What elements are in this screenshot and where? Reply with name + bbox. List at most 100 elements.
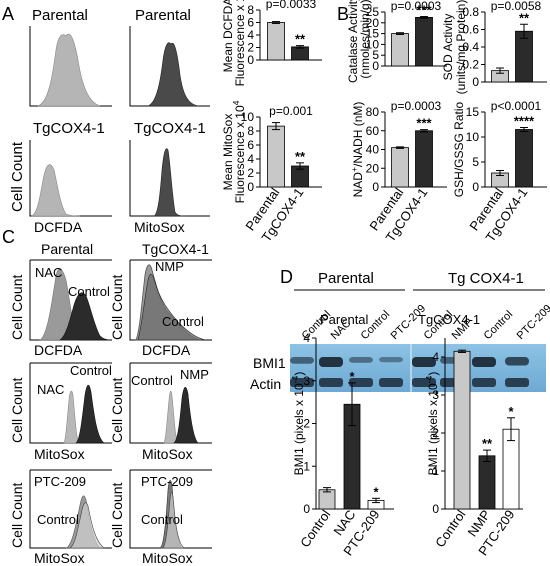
panel-a-histograms: Parental Parental TgCOX4-1 TgCOX4-1 Cell…: [9, 7, 210, 235]
significance-stars: *: [373, 484, 379, 499]
y-tick-label: 10: [241, 110, 255, 124]
y-tick-label: 3: [432, 388, 439, 402]
c-hist-control-dcfda: [59, 292, 111, 341]
p-value: p<0.0001: [491, 99, 542, 113]
y-tick-label: 0: [372, 180, 379, 194]
panel-letter-d: D: [280, 267, 293, 287]
c-xlabel-r2r: MitoSox: [142, 446, 193, 462]
c-ylabel-r1l: Cell Count: [9, 275, 25, 340]
significance-stars: *: [508, 404, 514, 419]
y-tick-label: 0: [247, 180, 254, 194]
c-hist-nmp-mitosox: [173, 387, 199, 444]
c-hist-control-mitosox-r3: [69, 502, 105, 549]
significance-stars: ***: [416, 116, 432, 131]
y-tick-label: 40: [366, 143, 380, 157]
actin-band: [379, 378, 403, 387]
blot-group-parental: Parental: [318, 270, 374, 287]
y-axis-label: Mean MitoSox: [221, 114, 235, 191]
y-axis-label: BMI1 (pixels x 10-4): [424, 372, 440, 476]
significance-stars: ***: [416, 3, 432, 18]
y-tick-label: 6: [247, 16, 254, 30]
blot-lane-label: Control: [482, 309, 516, 343]
c-hist-control-mitosox-tg-r3: [162, 491, 185, 549]
significance-stars: **: [295, 32, 306, 47]
c-hist-control-dcfda-tg: [137, 273, 207, 341]
c-xlabel-r2l: MitoSox: [34, 446, 85, 462]
blot-bands: [290, 357, 529, 387]
hist-tg-dcfda: [31, 164, 81, 217]
y-tick-label: 4: [303, 331, 310, 345]
hist-tg-mitosox: [153, 148, 187, 217]
bar: [478, 455, 496, 510]
actin-band: [319, 378, 343, 387]
y-tick-label: 0: [372, 59, 379, 73]
c-label-nmp-r1: NMP: [155, 259, 184, 274]
significance-stars: **: [295, 149, 306, 164]
bar: [291, 46, 309, 61]
y-tick-label: 1: [303, 459, 310, 473]
actin-band: [349, 378, 373, 387]
blot-row-actin: Actin: [250, 376, 281, 392]
c-xlabel-r1l: DCFDA: [34, 342, 83, 358]
panel-letter-a: A: [2, 4, 14, 24]
y-axis-label: NAD+/NADH (nM): [349, 102, 365, 198]
y-axis-label: GSH/GSSG Ratio: [452, 102, 466, 198]
y-tick-label: 15: [466, 105, 480, 119]
y-tick-label: 2: [247, 41, 254, 55]
c-hist-nac-mitosox: [63, 390, 80, 444]
y-axis-label: Fluorescence x 104: [231, 100, 247, 203]
y-tick-label: 0.2: [462, 58, 479, 72]
p-value: p=0.001: [269, 104, 313, 118]
hist-xlabel-dcfda: DCFDA: [34, 219, 83, 235]
y-tick-label: 0: [472, 180, 479, 194]
blot-lane-label: PTC-209: [515, 303, 550, 343]
c-label-control-r2r: Control: [131, 373, 173, 388]
y-axis-label: BMI1 (pixels x 10-4): [290, 372, 306, 476]
p-value: p=0.0003: [391, 0, 442, 13]
y-tick-label: 0: [247, 53, 254, 67]
significance-stars: **: [519, 10, 530, 25]
c-hist-control-mitosox-tg: [163, 390, 179, 444]
chart-title: TgCOX4-1: [418, 312, 480, 327]
y-axis-label: (units/mg Protein): [454, 0, 468, 94]
y-tick-label: 8: [247, 3, 254, 17]
bar: [515, 129, 533, 188]
p-value: p=0.0033: [266, 0, 317, 11]
y-tick-label: 4: [247, 152, 254, 166]
y-tick-label: 5: [372, 48, 379, 62]
actin-band: [290, 378, 314, 387]
y-tick-label: 0.8: [462, 5, 479, 19]
chart-nad-nadh: 020406080Parental***TgCOX4-1p=0.0003NAD+…: [349, 99, 447, 245]
panel-c-histograms: Parental TgCOX4-1 NAC Control NMP Contro…: [9, 241, 212, 566]
c-ylabel-r2r: Cell Count: [109, 378, 125, 443]
y-tick-label: 20: [366, 161, 380, 175]
bmi1-band: [319, 357, 343, 367]
chart-title: Parental: [320, 312, 369, 327]
significance-stars: **: [482, 436, 493, 451]
bmi1-band: [379, 357, 403, 363]
c-ylabel-r3r: Cell Count: [109, 483, 125, 548]
c-ylabel-r2l: Cell Count: [9, 378, 25, 443]
actin-band: [472, 378, 496, 387]
hist-parental-mitosox: [147, 42, 199, 107]
c-label-ptc209-r3r: PTC-209: [141, 474, 193, 489]
y-tick-label: 6: [247, 138, 254, 152]
y-tick-label: 10: [366, 37, 380, 51]
p-value: p=0.0003: [391, 99, 442, 113]
y-axis-label: SOD Activity: [441, 14, 455, 81]
y-tick-label: 0: [472, 75, 479, 89]
chart-gsh-gssg: 051015Parental****TgCOX4-1p<0.0001GSH/GS…: [452, 99, 547, 245]
bar: [515, 30, 533, 83]
bmi1-band: [472, 357, 496, 367]
c-hist-control-mitosox: [75, 384, 105, 444]
y-tick-label: 10: [466, 130, 480, 144]
c-ylabel-r1r: Cell Count: [109, 275, 125, 340]
y-tick-label: 3: [303, 374, 310, 388]
y-tick-label: 0: [303, 502, 310, 516]
c-label-control-r3l: Control: [37, 512, 79, 527]
c-col-title-parental: Parental: [41, 241, 93, 257]
bar: [391, 147, 409, 188]
y-tick-label: 0: [432, 502, 439, 516]
